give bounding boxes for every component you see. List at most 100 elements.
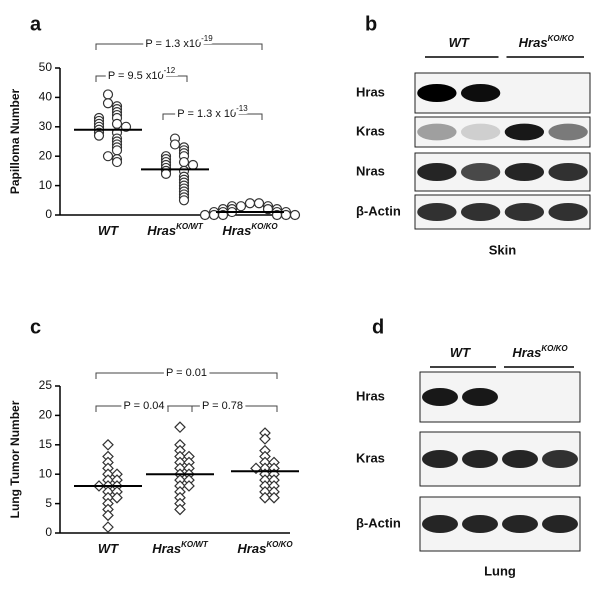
data-point bbox=[160, 168, 172, 179]
lane-group-label-sup: KO/KO bbox=[541, 344, 568, 353]
data-point bbox=[93, 130, 105, 141]
band bbox=[542, 515, 578, 533]
data-point bbox=[235, 201, 247, 212]
protein-label: Hras bbox=[356, 388, 385, 403]
protein-label: Kras bbox=[356, 123, 385, 138]
category-label-sup: KO/KO bbox=[266, 540, 293, 549]
significance-bracket bbox=[95, 372, 278, 379]
panel-letter: d bbox=[372, 316, 384, 338]
y-tick-label: 30 bbox=[39, 119, 53, 133]
data-point bbox=[199, 209, 211, 221]
category-label-main: Hras bbox=[237, 541, 266, 556]
data-point bbox=[102, 89, 114, 100]
data-point bbox=[111, 118, 123, 129]
category-label-sup: KO/WT bbox=[181, 540, 209, 549]
y-axis-label: Lung Tumor Number bbox=[8, 400, 22, 518]
band bbox=[504, 123, 545, 141]
p-value-main: P = 1.3 x10 bbox=[145, 38, 201, 50]
category-label-main: WT bbox=[98, 223, 119, 238]
band bbox=[548, 163, 588, 181]
p-value-main: P = 9.5 x10 bbox=[108, 70, 164, 82]
data-point bbox=[111, 145, 123, 156]
band bbox=[422, 515, 458, 533]
band bbox=[417, 203, 457, 221]
band bbox=[460, 163, 501, 181]
band bbox=[462, 450, 498, 468]
data-point bbox=[178, 195, 190, 206]
y-tick-label: 0 bbox=[45, 525, 52, 539]
data-point bbox=[169, 139, 181, 150]
data-point bbox=[102, 509, 114, 522]
data-point bbox=[102, 521, 114, 533]
lane-group-label: HrasKO/KO bbox=[519, 34, 575, 50]
band bbox=[502, 450, 538, 468]
data-point bbox=[102, 438, 114, 451]
y-tick-label: 10 bbox=[39, 178, 53, 192]
band bbox=[460, 203, 501, 221]
data-point bbox=[259, 491, 271, 504]
panel-letter: a bbox=[30, 13, 42, 35]
p-value: P = 1.3 x 10-13 bbox=[177, 104, 248, 120]
y-tick-label: 50 bbox=[39, 60, 53, 74]
p-value-sup: -13 bbox=[236, 104, 248, 113]
category-label-main: Hras bbox=[147, 223, 176, 238]
tissue-label: Skin bbox=[489, 242, 517, 257]
p-value-main: P = 0.01 bbox=[166, 367, 207, 379]
y-tick-label: 15 bbox=[39, 437, 53, 451]
band bbox=[460, 123, 501, 141]
significance-bracket bbox=[95, 75, 188, 82]
data-point bbox=[174, 503, 186, 516]
y-tick-label: 40 bbox=[39, 90, 53, 104]
lane-group-label-main: WT bbox=[449, 35, 470, 50]
p-value: P = 0.04 bbox=[123, 400, 164, 412]
data-point bbox=[174, 421, 186, 434]
data-point bbox=[102, 98, 114, 109]
significance-bracket bbox=[167, 405, 278, 412]
band bbox=[462, 388, 498, 406]
band bbox=[417, 123, 457, 141]
lane-group-label: HrasKO/KO bbox=[512, 344, 568, 360]
p-value-main: P = 0.04 bbox=[123, 400, 164, 412]
band bbox=[460, 84, 501, 102]
y-tick-label: 5 bbox=[45, 496, 52, 510]
category-label: WT bbox=[98, 541, 119, 556]
category-label-main: Hras bbox=[222, 223, 251, 238]
category-label-main: Hras bbox=[152, 541, 181, 556]
category-label-main: WT bbox=[98, 541, 119, 556]
protein-label: Nras bbox=[356, 163, 385, 178]
category-label: HrasKO/WT bbox=[152, 540, 209, 556]
protein-label: Hras bbox=[356, 84, 385, 99]
data-point bbox=[268, 491, 280, 504]
data-point bbox=[187, 159, 199, 171]
data-point bbox=[111, 491, 123, 504]
tissue-label: Lung bbox=[484, 563, 516, 578]
significance-bracket bbox=[95, 405, 193, 412]
lane-group-label-main: Hras bbox=[519, 35, 548, 50]
lane-group-label: WT bbox=[450, 345, 471, 360]
band bbox=[504, 163, 545, 181]
category-label-sup: KO/WT bbox=[176, 222, 204, 231]
y-tick-label: 0 bbox=[45, 207, 52, 221]
lane-group-label-sup: KO/KO bbox=[548, 34, 575, 43]
p-value-main: P = 1.3 x 10 bbox=[177, 108, 236, 120]
band bbox=[548, 203, 588, 221]
data-point bbox=[244, 198, 256, 209]
category-label: HrasKO/KO bbox=[222, 222, 278, 238]
data-point bbox=[253, 198, 265, 209]
protein-label: β-Actin bbox=[356, 203, 401, 218]
p-value-main: P = 0.78 bbox=[202, 400, 243, 412]
p-value-sup: -12 bbox=[164, 66, 176, 75]
lane-group-label-main: Hras bbox=[512, 345, 541, 360]
band bbox=[548, 123, 588, 141]
data-point bbox=[102, 151, 114, 162]
y-tick-label: 10 bbox=[39, 466, 53, 480]
data-point bbox=[259, 433, 271, 445]
p-value: P = 9.5 x10-12 bbox=[108, 66, 176, 82]
p-value: P = 0.78 bbox=[202, 400, 243, 412]
band bbox=[502, 515, 538, 533]
data-point bbox=[111, 156, 123, 168]
protein-label: Kras bbox=[356, 450, 385, 465]
significance-bracket bbox=[162, 113, 263, 120]
p-value-sup: -19 bbox=[201, 34, 213, 43]
